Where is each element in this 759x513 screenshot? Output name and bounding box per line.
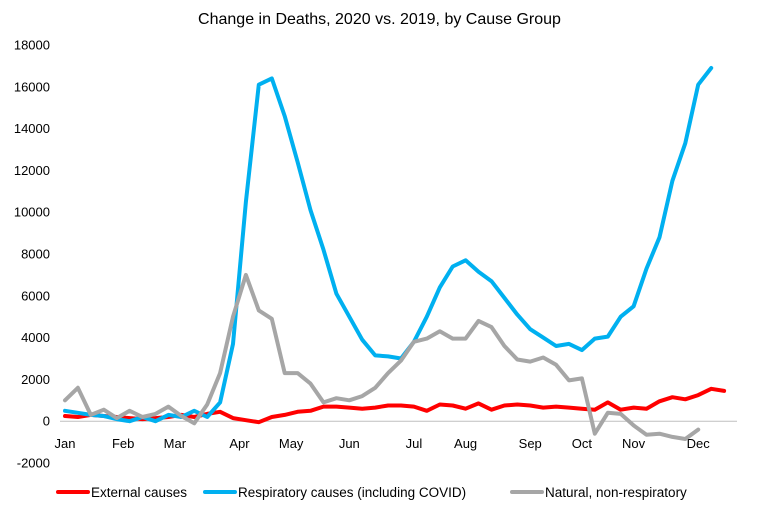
x-tick-label: Oct [572, 436, 593, 451]
x-tick-label: Feb [112, 436, 134, 451]
y-tick-label: 2000 [21, 372, 50, 387]
y-tick-label: 12000 [14, 163, 50, 178]
legend-label: Natural, non-respiratory [545, 485, 687, 500]
legend-label: External causes [91, 485, 187, 500]
x-tick-label: Jul [406, 436, 423, 451]
x-tick-label: Apr [229, 436, 250, 451]
series-line-1 [63, 66, 714, 424]
series-line-2 [63, 272, 701, 441]
y-tick-label: 0 [43, 414, 50, 429]
x-tick-label: Aug [454, 436, 477, 451]
x-tick-label: Mar [164, 436, 187, 451]
y-tick-label: 4000 [21, 330, 50, 345]
y-tick-label: 16000 [14, 79, 50, 94]
chart-title: Change in Deaths, 2020 vs. 2019, by Caus… [198, 11, 561, 28]
series-lines [63, 66, 727, 441]
x-tick-label: May [279, 436, 304, 451]
x-tick-label: Jun [339, 436, 360, 451]
x-tick-label: Dec [687, 436, 711, 451]
x-tick-label: Nov [622, 436, 646, 451]
y-tick-label: 14000 [14, 121, 50, 136]
legend: External causes Respiratory causes (inclu… [56, 485, 687, 500]
y-tick-label: -2000 [17, 456, 50, 471]
y-tick-label: 18000 [14, 38, 50, 53]
x-tick-label: Jan [55, 436, 76, 451]
x-tick-label: Sep [519, 436, 542, 451]
y-axis-ticks: -2000 0 2000 4000 6000 8000 10000 12000 14000 160… [14, 38, 50, 471]
y-tick-label: 8000 [21, 247, 50, 262]
y-tick-label: 10000 [14, 205, 50, 220]
legend-label: Respiratory causes (including COVID) [238, 485, 466, 500]
y-tick-label: 6000 [21, 288, 50, 303]
x-axis-ticks: Jan Feb Mar Apr May Jun Jul Aug Sep Oct Nov Dec [55, 436, 711, 451]
